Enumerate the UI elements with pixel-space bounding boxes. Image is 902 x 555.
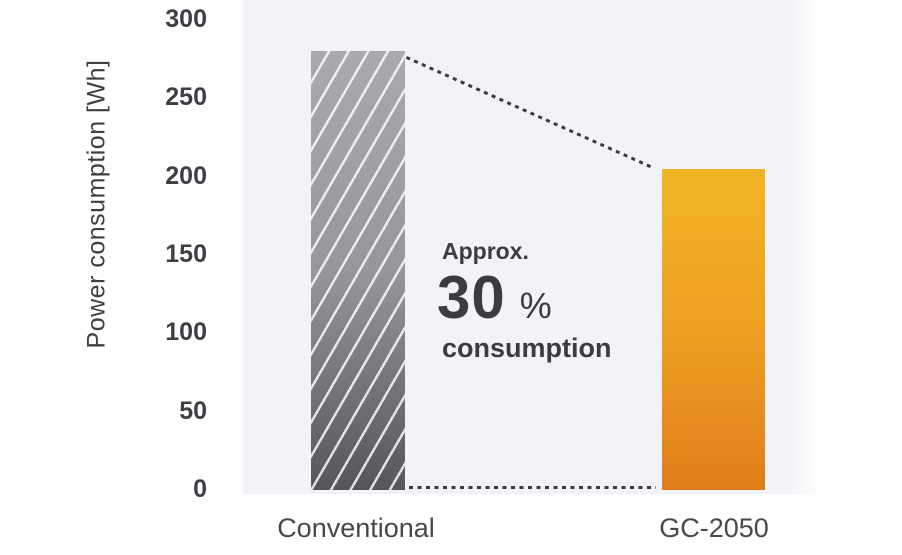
y-tick-200: 200 [165,161,207,190]
y-tick-250: 250 [165,83,207,112]
annotation-value-row: 30 % [437,267,612,329]
annotation-value: 30 [437,264,506,331]
category-label-conventional: Conventional [277,513,435,543]
annotation-prefix: Approx. [442,238,529,264]
category-label-gc2050: GC-2050 [659,513,769,543]
y-tick-150: 150 [165,240,207,268]
bar-conventional [311,51,405,490]
y-tick-0: 0 [193,475,207,503]
annotation-suffix: consumption [442,333,612,363]
y-tick-50: 50 [179,396,207,425]
reduction-annotation: Approx. 30 % consumption [437,238,612,364]
dotted-connector-baseline [409,486,656,489]
annotation-unit: % [519,285,552,326]
y-tick-300: 300 [165,5,207,33]
y-tick-100: 100 [165,318,207,347]
bar-gc2050 [662,169,765,490]
